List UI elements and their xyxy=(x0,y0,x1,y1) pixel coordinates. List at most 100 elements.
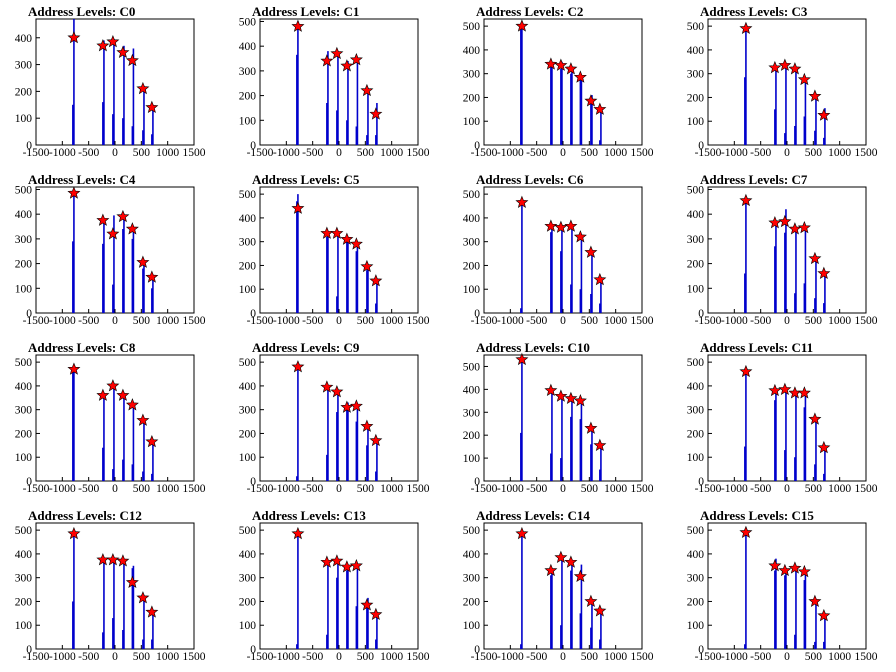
x-tick-label: 1000 xyxy=(380,315,403,327)
x-tick-label: 0 xyxy=(560,651,566,663)
chart-panel: Address Levels: C15 0 100 200 300 400 500 -1500… xyxy=(687,508,878,663)
x-tick-label: -1500 xyxy=(471,651,498,663)
peak-marker xyxy=(817,608,831,622)
peak-marker xyxy=(360,83,374,97)
y-tick-label: 200 xyxy=(239,428,257,440)
chart-panel: Address Levels: C80100200300400500-1500-… xyxy=(15,340,206,495)
y-tick-label: 100 xyxy=(687,283,705,295)
peak-marker xyxy=(106,379,120,392)
peak-marker xyxy=(564,391,578,405)
chart-panel: Address Levels: C13 0 100 200 300 400 500 -1500… xyxy=(239,508,430,663)
peak-marker xyxy=(96,213,110,226)
chart-panel: Address Levels: C10100200300400500-1500-… xyxy=(239,4,430,159)
peak-marker xyxy=(515,19,529,32)
peak-marker xyxy=(554,58,568,71)
y-tick-label: 500 xyxy=(463,21,481,33)
peak-marker xyxy=(145,100,159,113)
plot-frame xyxy=(707,18,867,146)
peak-marker xyxy=(349,399,363,412)
x-tick-label: 500 xyxy=(133,147,151,159)
y-tick-label: 400 xyxy=(463,384,481,396)
peak-marker xyxy=(768,215,782,229)
y-tick-label: 500 xyxy=(687,21,705,33)
peak-marker xyxy=(291,526,305,540)
x-tick-label: -1000 xyxy=(273,315,300,327)
y-tick-label: 0 xyxy=(698,308,704,320)
x-tick-label: -1500 xyxy=(247,315,274,327)
chart-title: Address Levels: C4 xyxy=(28,172,136,187)
peak-marker xyxy=(320,226,334,239)
chart-title: Address Levels: C12 xyxy=(28,508,142,523)
x-tick-label: 0 xyxy=(112,651,118,663)
x-tick-label: 500 xyxy=(581,483,599,495)
peak-marker xyxy=(739,193,753,207)
plot-frame xyxy=(707,186,867,314)
x-tick-label: 500 xyxy=(357,147,375,159)
x-tick-label: 1500 xyxy=(407,651,430,663)
peak-marker xyxy=(573,569,587,583)
x-tick-label: -1000 xyxy=(497,651,524,663)
x-tick-label: -500 xyxy=(750,651,771,663)
y-tick-label: 300 xyxy=(687,69,705,81)
peak-marker xyxy=(593,438,607,452)
peak-marker xyxy=(584,421,598,434)
x-tick-label: -1500 xyxy=(247,651,274,663)
chart-panel: Address Levels: C90100200300400500-1500-… xyxy=(239,340,430,495)
x-tick-label: -1500 xyxy=(23,651,50,663)
y-tick-label: 0 xyxy=(26,140,32,152)
x-tick-label: 1000 xyxy=(604,315,627,327)
y-tick-label: 400 xyxy=(239,381,257,393)
x-tick-label: 500 xyxy=(133,651,151,663)
y-tick-label: 300 xyxy=(687,405,705,417)
x-tick-label: 0 xyxy=(336,315,342,327)
peak-marker xyxy=(808,251,822,265)
y-tick-label: 100 xyxy=(463,453,481,465)
x-tick-label: -1000 xyxy=(721,147,748,159)
x-tick-label: -1500 xyxy=(23,147,50,159)
peak-marker xyxy=(125,222,139,235)
peak-marker xyxy=(106,227,120,240)
y-tick-label: 400 xyxy=(463,213,481,225)
y-tick-label: 100 xyxy=(239,284,257,296)
peak-marker xyxy=(145,434,159,448)
chart-title: Address Levels: C11 xyxy=(700,340,813,355)
x-tick-label: -500 xyxy=(302,315,323,327)
x-tick-label: -1000 xyxy=(49,483,76,495)
peak-marker xyxy=(768,60,782,74)
x-tick-label: 0 xyxy=(336,483,342,495)
chart-panel: Address Levels: C40100200300400500-1500-… xyxy=(15,172,206,327)
chart-title: Address Levels: C7 xyxy=(700,172,808,187)
x-tick-label: -1000 xyxy=(721,651,748,663)
y-tick-label: 200 xyxy=(463,430,481,442)
x-tick-label: -1000 xyxy=(49,651,76,663)
y-tick-label: 300 xyxy=(463,237,481,249)
chart-panel: Address Levels: C30100200300400500-1500-… xyxy=(687,4,878,159)
x-tick-label: 500 xyxy=(581,147,599,159)
chart-title: Address Levels: C6 xyxy=(476,172,584,187)
x-tick-label: -1500 xyxy=(695,315,722,327)
peak-marker xyxy=(515,195,529,208)
x-tick-label: -500 xyxy=(750,315,771,327)
y-tick-label: 100 xyxy=(687,116,705,128)
x-tick-label: -500 xyxy=(78,483,99,495)
peak-marker xyxy=(340,59,354,72)
plot-frame xyxy=(483,18,643,146)
x-tick-label: -1500 xyxy=(471,483,498,495)
chart-panel: Address Levels: C12 0 100 200 300 400 500 -1500… xyxy=(15,508,206,663)
y-tick-label: 0 xyxy=(250,140,256,152)
peak-marker xyxy=(573,70,587,83)
x-tick-label: 0 xyxy=(784,483,790,495)
x-tick-label: 1500 xyxy=(855,483,878,495)
y-tick-label: 100 xyxy=(463,116,481,128)
x-tick-label: 500 xyxy=(357,483,375,495)
x-tick-label: 0 xyxy=(560,483,566,495)
x-tick-label: 1500 xyxy=(855,147,878,159)
x-tick-label: 0 xyxy=(784,315,790,327)
y-tick-label: 300 xyxy=(239,237,257,249)
peak-marker xyxy=(564,555,578,568)
plot-frame xyxy=(707,354,867,482)
chart-title: Address Levels: C0 xyxy=(28,4,135,19)
chart-title: Address Levels: C10 xyxy=(476,340,590,355)
y-tick-label: 0 xyxy=(26,308,32,320)
x-tick-label: 1500 xyxy=(855,315,878,327)
